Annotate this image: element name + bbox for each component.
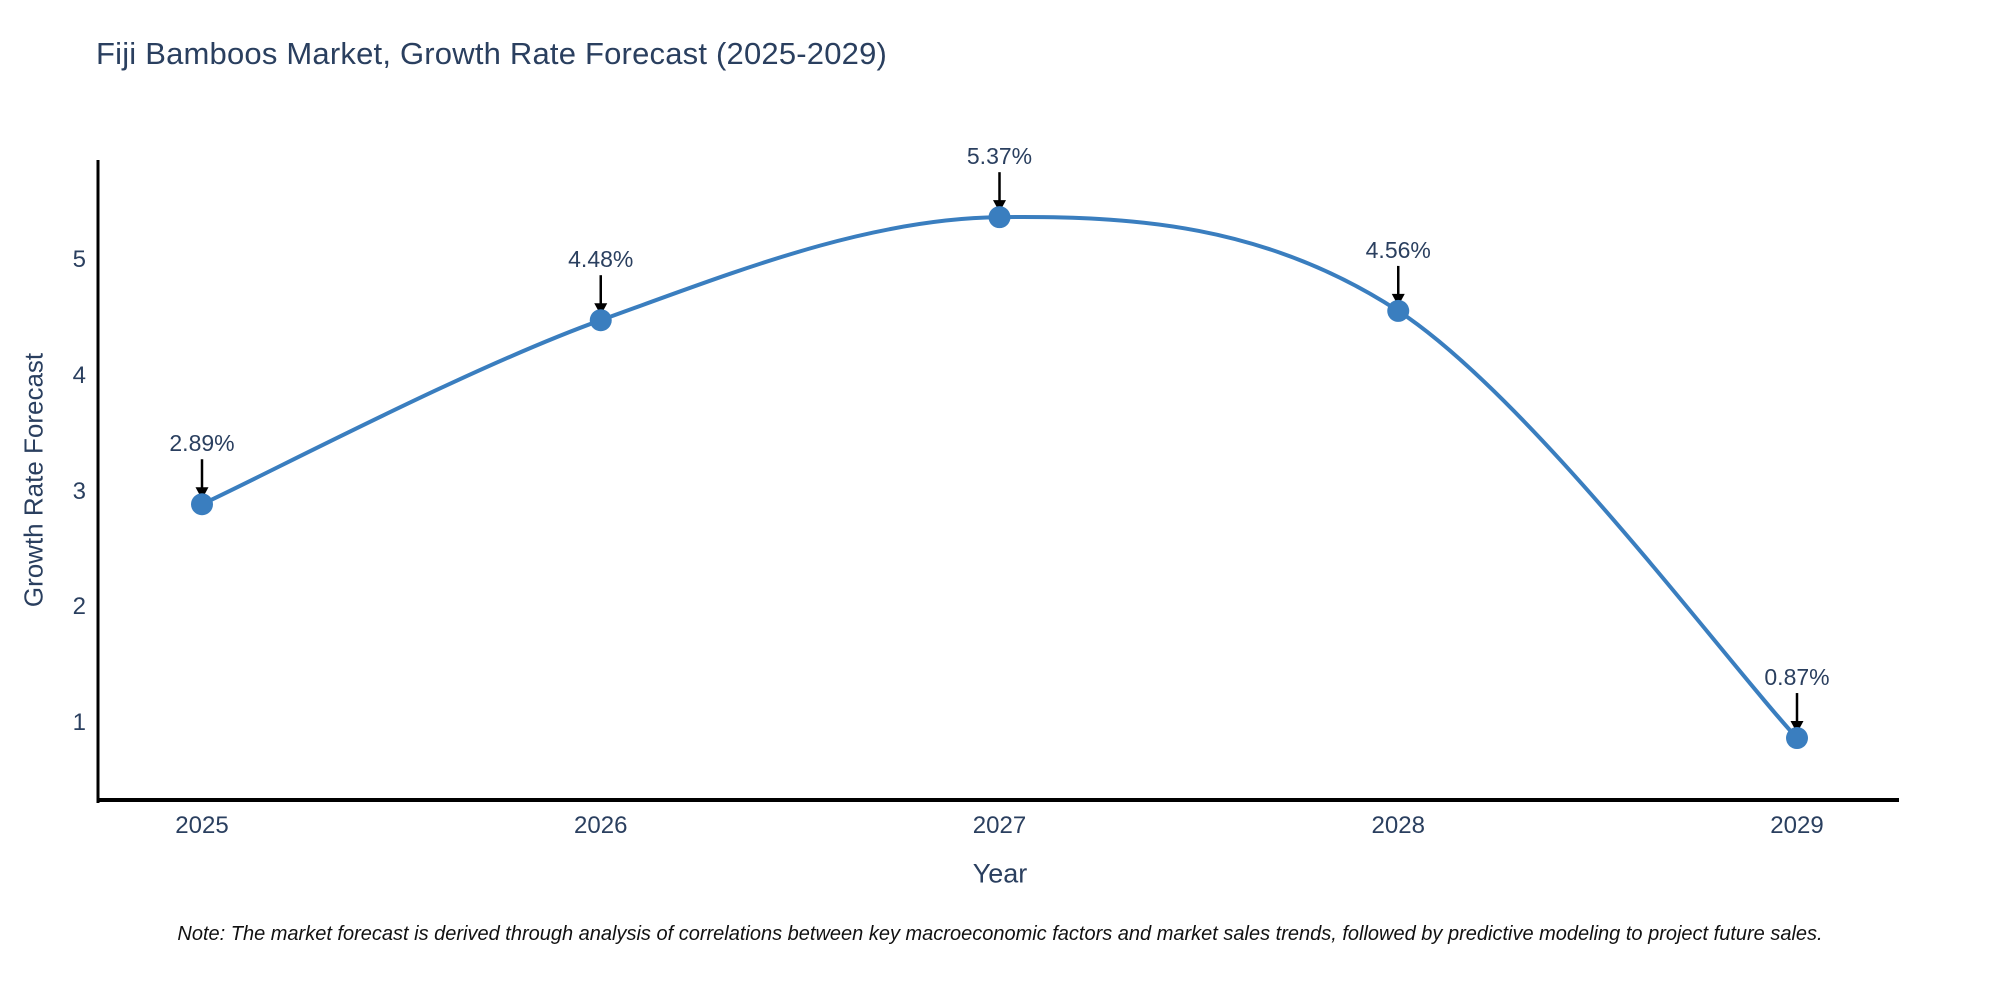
y-tick-label: 2 [72,593,86,621]
trend-line [200,215,1799,741]
y-tick-label: 3 [72,477,86,505]
point-value-label: 2.89% [169,430,235,457]
x-axis-spine [96,798,1899,802]
data-point-marker [1786,727,1808,750]
data-point-marker [1387,299,1410,322]
data-point-marker [988,206,1011,229]
point-value-label: 0.87% [1764,664,1830,691]
data-point-marker [589,309,612,332]
x-tick-label: 2028 [1371,812,1425,839]
chart-title: Fiji Bamboos Market, Growth Rate Forecas… [96,36,888,71]
y-axis-spine [96,160,100,803]
x-axis-title: Year [972,858,1028,889]
point-value-label: 4.56% [1365,236,1431,263]
point-value-label: 5.37% [966,143,1033,170]
x-tick-label: 2029 [1770,812,1824,839]
x-tick-label: 2025 [175,812,229,839]
y-tick-label: 1 [72,709,86,736]
x-tick-label: 2026 [574,812,628,839]
y-tick-label: 5 [72,246,86,273]
footnote: Note: The market forecast is derived thr… [177,923,1823,945]
x-tick-label: 2027 [972,812,1027,839]
data-point-marker [191,493,213,516]
y-tick-label: 4 [72,361,86,389]
point-value-label: 4.48% [568,246,634,273]
